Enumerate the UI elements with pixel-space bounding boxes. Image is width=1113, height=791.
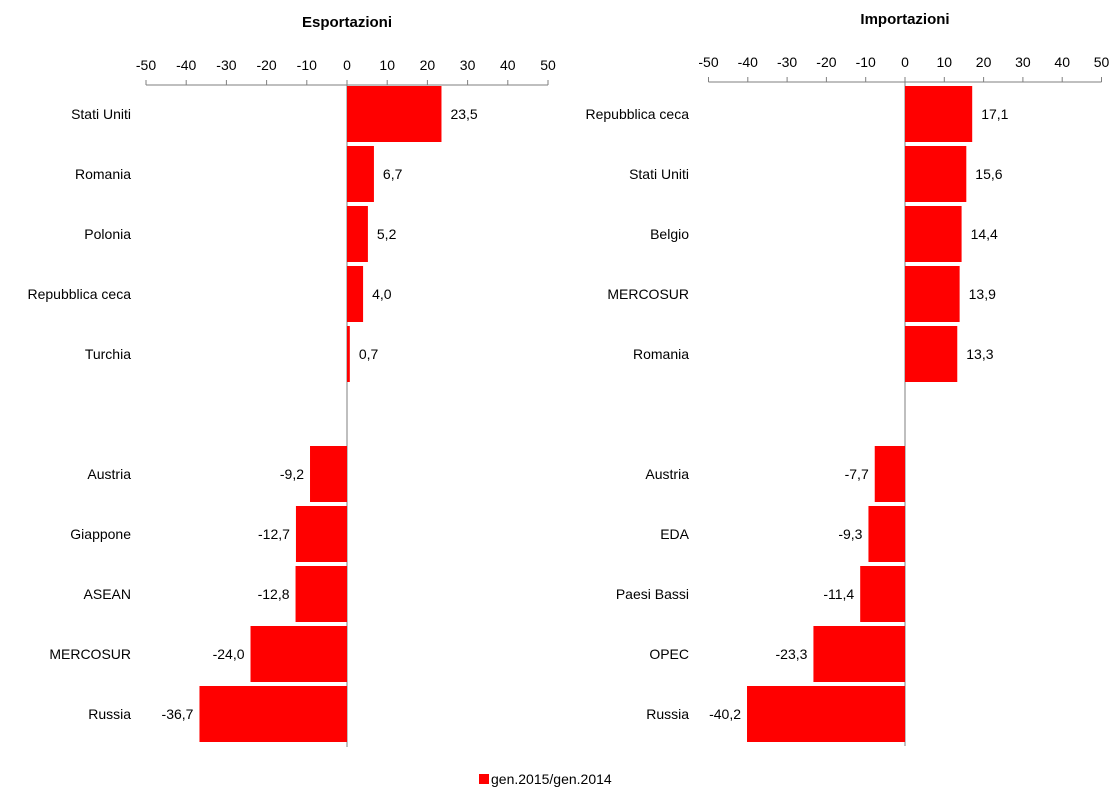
- exports-chart-title: Esportazioni: [302, 14, 392, 31]
- imports-chart-title: Importazioni: [860, 11, 949, 28]
- exports-tick-label: 30: [460, 57, 476, 73]
- exports-category-label: Giappone: [70, 526, 131, 542]
- imports-chart: Importazioni -50 -40 -30 -20 -10 0 10 20 30 40 50 R…: [585, 11, 1109, 746]
- imports-tick-label: 10: [937, 54, 953, 70]
- imports-tick-label: -20: [816, 54, 836, 70]
- exports-data-label: 0,7: [359, 346, 379, 362]
- imports-category-label: MERCOSUR: [607, 286, 689, 302]
- imports-category-label: OPEC: [649, 646, 689, 662]
- exports-category-label: Russia: [88, 706, 131, 722]
- exports-category-label: Polonia: [84, 226, 131, 242]
- imports-tick-label: -30: [777, 54, 797, 70]
- imports-data-label: 13,9: [969, 286, 996, 302]
- imports-bar: [905, 146, 967, 202]
- imports-tick-label: -40: [738, 54, 758, 70]
- exports-data-label: 4,0: [372, 286, 392, 302]
- exports-data-label: -12,7: [258, 526, 290, 542]
- exports-tick-label: 10: [379, 57, 395, 73]
- imports-bar: [813, 626, 905, 682]
- imports-data-label: 15,6: [975, 166, 1002, 182]
- exports-tick-label: 40: [500, 57, 516, 73]
- exports-tick-label: -40: [176, 57, 196, 73]
- imports-bar: [874, 446, 905, 502]
- exports-category-label: ASEAN: [84, 586, 131, 602]
- exports-bar: [347, 86, 442, 142]
- exports-data-label: 6,7: [383, 166, 403, 182]
- exports-tick-label: 20: [420, 57, 436, 73]
- imports-data-label: 14,4: [971, 226, 998, 242]
- imports-category-label: Austria: [645, 466, 689, 482]
- exports-category-label: Turchia: [85, 346, 131, 362]
- legend: gen.2015/gen.2014: [479, 771, 612, 787]
- exports-bar: [199, 686, 347, 742]
- imports-category-label: EDA: [660, 526, 689, 542]
- imports-tick-label: 40: [1054, 54, 1070, 70]
- exports-bar: [347, 266, 364, 322]
- exports-category-label: MERCOSUR: [49, 646, 131, 662]
- imports-category-label: Russia: [646, 706, 689, 722]
- imports-bar: [905, 206, 962, 262]
- exports-chart: Esportazioni -50 -40 -30 -20 -10 0 10 20 30 40 50 S…: [27, 14, 556, 747]
- imports-tick-label: 50: [1094, 54, 1110, 70]
- imports-data-label: -11,4: [823, 586, 854, 602]
- imports-bar: [905, 326, 958, 382]
- exports-bar: [250, 626, 347, 682]
- imports-category-label: Paesi Bassi: [616, 586, 689, 602]
- imports-tick-label: 30: [1015, 54, 1031, 70]
- exports-category-label: Stati Uniti: [71, 106, 131, 122]
- exports-data-label: 5,2: [377, 226, 397, 242]
- imports-category-label: Romania: [633, 346, 689, 362]
- exports-bar: [295, 506, 347, 562]
- imports-data-label: -23,3: [776, 646, 808, 662]
- exports-tick-label: -30: [216, 57, 236, 73]
- imports-category-label: Stati Uniti: [629, 166, 689, 182]
- exports-category-label: Austria: [87, 466, 131, 482]
- legend-label: gen.2015/gen.2014: [491, 771, 612, 787]
- exports-bar: [295, 566, 347, 622]
- imports-bar: [905, 86, 973, 142]
- imports-data-label: 17,1: [981, 106, 1008, 122]
- exports-data-label: -12,8: [258, 586, 290, 602]
- exports-tick-label: -10: [297, 57, 317, 73]
- imports-data-label: -7,7: [845, 466, 869, 482]
- imports-tick-label: 0: [901, 54, 909, 70]
- exports-bar: [310, 446, 347, 502]
- exports-tick-label: 50: [540, 57, 556, 73]
- imports-data-label: 13,3: [966, 346, 993, 362]
- imports-tick-label: -10: [856, 54, 876, 70]
- imports-tick-label: -50: [698, 54, 718, 70]
- imports-category-label: Belgio: [650, 226, 689, 242]
- exports-data-label: 23,5: [450, 106, 477, 122]
- imports-bar: [905, 266, 960, 322]
- exports-bar: [347, 206, 368, 262]
- imports-data-label: -40,2: [709, 706, 741, 722]
- exports-bar: [347, 326, 350, 382]
- exports-data-label: -24,0: [213, 646, 245, 662]
- exports-category-label: Romania: [75, 166, 131, 182]
- imports-category-label: Repubblica ceca: [585, 106, 689, 122]
- exports-bar: [347, 146, 374, 202]
- exports-tick-label: 0: [343, 57, 351, 73]
- imports-tick-label: 20: [976, 54, 992, 70]
- imports-bar: [868, 506, 905, 562]
- exports-data-label: -9,2: [280, 466, 304, 482]
- imports-bar: [860, 566, 905, 622]
- exports-tick-label: -50: [136, 57, 156, 73]
- imports-bar: [747, 686, 905, 742]
- exports-category-label: Repubblica ceca: [27, 286, 131, 302]
- legend-swatch: [479, 774, 489, 784]
- imports-data-label: -9,3: [838, 526, 862, 542]
- exports-data-label: -36,7: [162, 706, 194, 722]
- exports-tick-label: -20: [256, 57, 276, 73]
